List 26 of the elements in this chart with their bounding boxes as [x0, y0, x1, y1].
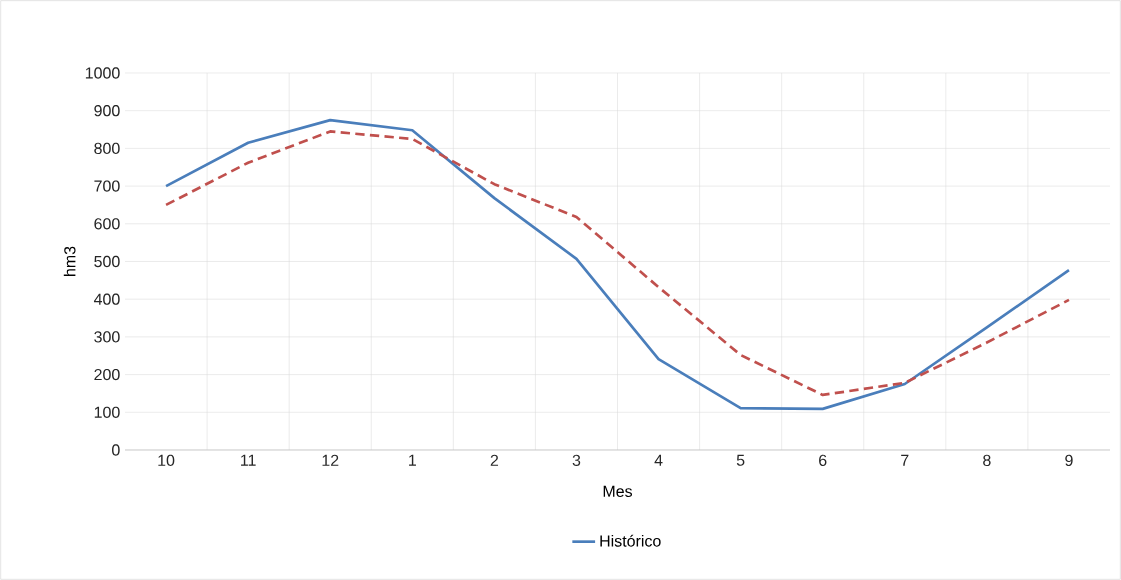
y-tick-label: 800	[94, 142, 120, 155]
x-tick-label: 6	[819, 454, 827, 467]
x-tick-label: 10	[158, 454, 175, 467]
y-tick-label: 400	[93, 293, 120, 305]
x-tick-label: 4	[654, 454, 663, 466]
x-tick-label: 11	[241, 454, 256, 466]
x-tick-label: 2	[490, 454, 499, 466]
x-axis-title: Mes	[603, 485, 633, 497]
y-tick-label: 900	[94, 105, 120, 117]
y-tick-label: 700	[94, 180, 120, 192]
x-tick-label: 3	[572, 454, 581, 467]
y-tick-label: 100	[94, 406, 120, 418]
y-tick-label: 500	[94, 255, 120, 268]
x-tick-label: 5	[736, 454, 745, 466]
x-tick-label: 1	[409, 454, 416, 466]
y-tick-label: 200	[94, 368, 120, 381]
legend-label: Histórico	[600, 534, 661, 547]
x-tick-label: 8	[983, 454, 991, 467]
y-tick-label: 0	[112, 444, 120, 456]
y-axis-title: hm3	[63, 246, 76, 276]
x-tick-label: 12	[322, 454, 339, 466]
y-tick-label: 600	[94, 218, 120, 230]
y-tick-label: 1000	[85, 67, 120, 79]
y-tick-label: 300	[94, 331, 120, 343]
x-tick-label: 9	[1065, 454, 1073, 467]
x-tick-label: 7	[901, 454, 909, 466]
